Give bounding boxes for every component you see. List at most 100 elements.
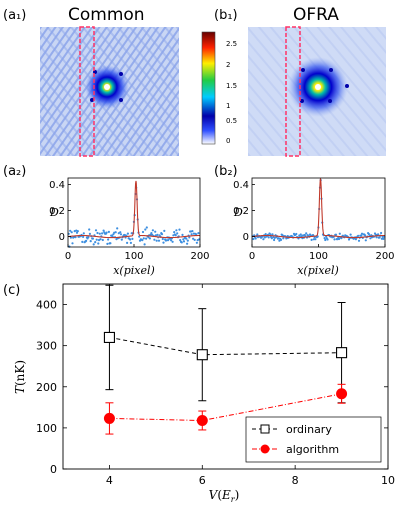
panel-label-a2: (a₂) xyxy=(3,164,26,179)
profile-data-point xyxy=(151,229,154,232)
legend-marker-algorithm xyxy=(260,444,270,454)
profile-data-point xyxy=(89,240,92,243)
profile-data-point xyxy=(181,233,184,236)
colorbar-tick: 0.5 xyxy=(226,117,237,125)
profile-data-point xyxy=(254,237,257,240)
profile-data-point xyxy=(155,239,158,242)
profile-data-point xyxy=(131,237,134,240)
profile-data-point xyxy=(82,232,85,235)
profile-data-point xyxy=(126,241,129,244)
profile-data-point xyxy=(195,233,198,236)
colorbar-tick: 2 xyxy=(226,61,230,69)
y-tick-label: 300 xyxy=(36,340,57,353)
x-tick-label: 0 xyxy=(65,251,71,262)
profile-data-point xyxy=(354,238,357,241)
profile-data-point xyxy=(167,239,170,242)
data-point-algorithm xyxy=(103,412,115,424)
x-tick-label: 4 xyxy=(106,474,113,487)
data-point-algorithm xyxy=(196,414,208,426)
profile-data-point xyxy=(120,238,123,241)
selection-box-ofra xyxy=(285,26,301,157)
data-point-ordinary xyxy=(103,331,115,343)
profile-data-point xyxy=(195,241,198,244)
profile-data-point xyxy=(378,236,381,239)
profile-data-point xyxy=(144,228,147,231)
profile-data-point xyxy=(163,229,166,232)
colorbar: 2.5 2 1.5 1 0.5 0 xyxy=(201,31,237,145)
profile-data-point xyxy=(94,229,98,232)
xlabel-b2: x(pixel) xyxy=(297,264,339,277)
profile-data-point xyxy=(81,240,84,243)
panel-title-common: Common xyxy=(68,5,145,25)
profile-data-point xyxy=(102,229,105,232)
profile-data-point xyxy=(182,238,185,241)
profile-data-point xyxy=(170,239,173,242)
colorbar-tick: 1.5 xyxy=(226,82,237,90)
profile-data-point xyxy=(175,229,178,232)
profile-data-point xyxy=(94,241,97,244)
profile-data-point xyxy=(119,233,123,236)
x-tick-label: 100 xyxy=(309,251,328,262)
profile-data-point xyxy=(364,239,367,242)
profile-data-point xyxy=(101,232,104,235)
profile-data-point xyxy=(161,237,164,241)
y-tick-label: 400 xyxy=(36,299,57,312)
profile-data-point xyxy=(153,238,156,241)
profile-data-point xyxy=(151,233,154,236)
profile-data-point xyxy=(97,242,100,245)
profile-data-point xyxy=(279,238,283,241)
ylabel-a2: D xyxy=(49,206,59,219)
panel-label-c: (c) xyxy=(3,283,20,298)
y-tick-label: 0.2 xyxy=(49,206,65,217)
profile-data-point xyxy=(106,242,109,245)
profile-data-point xyxy=(160,233,164,236)
profile-data-point xyxy=(174,234,177,237)
y-tick-label: 0.2 xyxy=(233,206,249,217)
x-tick-label: 200 xyxy=(375,251,394,262)
profile-data-point xyxy=(92,243,95,246)
profile-data-point xyxy=(129,241,132,244)
profile-data-point xyxy=(145,226,148,229)
profile-data-point xyxy=(310,238,313,241)
profile-data-point xyxy=(145,237,148,240)
profile-data-point xyxy=(150,232,153,235)
profile-data-point xyxy=(157,239,161,242)
y-tick-label: 100 xyxy=(36,422,57,435)
legend: ordinary algorithm xyxy=(245,416,382,463)
profile-data-point xyxy=(186,239,189,242)
profile-data-point xyxy=(299,233,302,236)
profile-data-point xyxy=(367,233,370,236)
y-tick-label: 0 xyxy=(59,232,65,243)
profile-data-point xyxy=(156,233,159,236)
y-tick-label: 0 xyxy=(50,463,57,476)
profile-data-point xyxy=(375,236,378,239)
profile-data-point xyxy=(314,238,317,241)
profile-data-point xyxy=(312,238,315,241)
profile-data-point xyxy=(141,239,144,242)
profile-data-point xyxy=(142,237,145,240)
profile-data-point xyxy=(91,237,94,240)
profile-data-point xyxy=(382,237,385,240)
panel-label-b2: (b₂) xyxy=(214,164,238,179)
x-tick-label: 6 xyxy=(199,474,206,487)
selection-box-common xyxy=(79,26,95,157)
profile-data-point xyxy=(295,232,298,236)
profile-data-point xyxy=(180,241,183,244)
profile-data-point xyxy=(101,238,104,242)
profile-data-point xyxy=(105,231,108,234)
x-tick-label: 8 xyxy=(292,474,299,487)
y-tick-label: 200 xyxy=(36,381,57,394)
legend-label-algorithm: algorithm xyxy=(286,443,339,456)
profile-data-point xyxy=(267,236,270,239)
y-tick-label: 0.4 xyxy=(233,180,249,191)
x-tick-label: 0 xyxy=(249,251,255,262)
y-tick-label: 0.4 xyxy=(49,180,65,191)
profile-data-point xyxy=(357,239,361,242)
profile-data-point xyxy=(75,231,79,234)
profile-data-point xyxy=(305,232,308,235)
profile-data-point xyxy=(333,238,336,241)
profile-data-point xyxy=(69,236,72,239)
profile-data-point xyxy=(95,238,98,241)
series-line-ordinary xyxy=(109,336,342,356)
